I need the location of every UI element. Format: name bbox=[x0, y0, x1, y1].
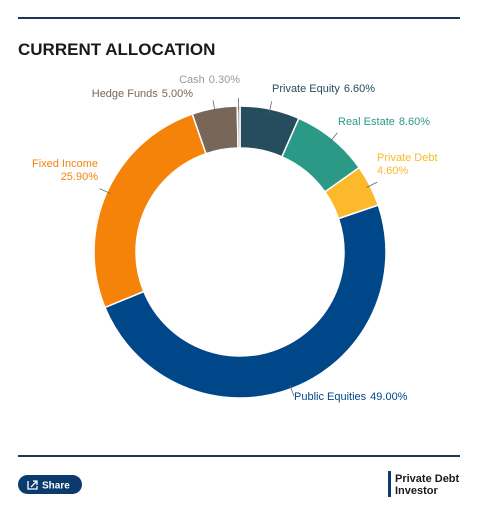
category-label: Fixed Income bbox=[32, 158, 98, 170]
category-label: Real Estate bbox=[338, 116, 395, 128]
share-label[interactable]: Share bbox=[42, 481, 70, 492]
slice-label: Hedge Funds 5.00% bbox=[92, 88, 193, 100]
share-icon bbox=[27, 480, 38, 490]
donut-chart: Private Equity 6.60% Real Estate 8.60% Priva… bbox=[32, 74, 438, 403]
slice bbox=[103, 204, 387, 399]
value-label: 4.60% bbox=[377, 165, 408, 177]
slice-label: Cash 0.30% bbox=[179, 74, 240, 86]
value-label: 49.00% bbox=[370, 391, 408, 403]
category-label: Cash bbox=[179, 74, 205, 86]
share-button[interactable]: Share bbox=[18, 475, 82, 494]
brand-line: Private Debt bbox=[395, 473, 460, 485]
value-label: 8.60% bbox=[399, 116, 430, 128]
category-label: Hedge Funds bbox=[92, 88, 159, 100]
slice-label: Fixed Income 25.90% bbox=[32, 158, 98, 183]
leader-line bbox=[289, 384, 295, 397]
leader-line bbox=[212, 100, 216, 113]
slice-label: Public Equities 49.00% bbox=[294, 391, 408, 403]
brand-bar bbox=[388, 471, 391, 497]
leader-line bbox=[268, 101, 273, 114]
category-label: Public Equities bbox=[294, 391, 367, 403]
value-label: 0.30% bbox=[209, 74, 240, 86]
leader-line bbox=[329, 132, 338, 143]
slice-label: Real Estate 8.60% bbox=[338, 116, 430, 128]
value-label: 25.90% bbox=[61, 171, 99, 183]
slice bbox=[236, 105, 241, 149]
slice-label: Private Debt 4.60% bbox=[377, 152, 438, 177]
category-label: Private Equity bbox=[272, 83, 340, 95]
brand-line: Investor bbox=[395, 485, 439, 497]
value-label: 5.00% bbox=[162, 88, 193, 100]
value-label: 6.60% bbox=[344, 83, 375, 95]
slice-label: Private Equity 6.60% bbox=[272, 83, 375, 95]
category-label: Private Debt bbox=[377, 152, 438, 164]
leader-line bbox=[99, 188, 111, 194]
leader-line bbox=[366, 181, 378, 188]
chart-title: CURRENT ALLOCATION bbox=[18, 40, 215, 59]
